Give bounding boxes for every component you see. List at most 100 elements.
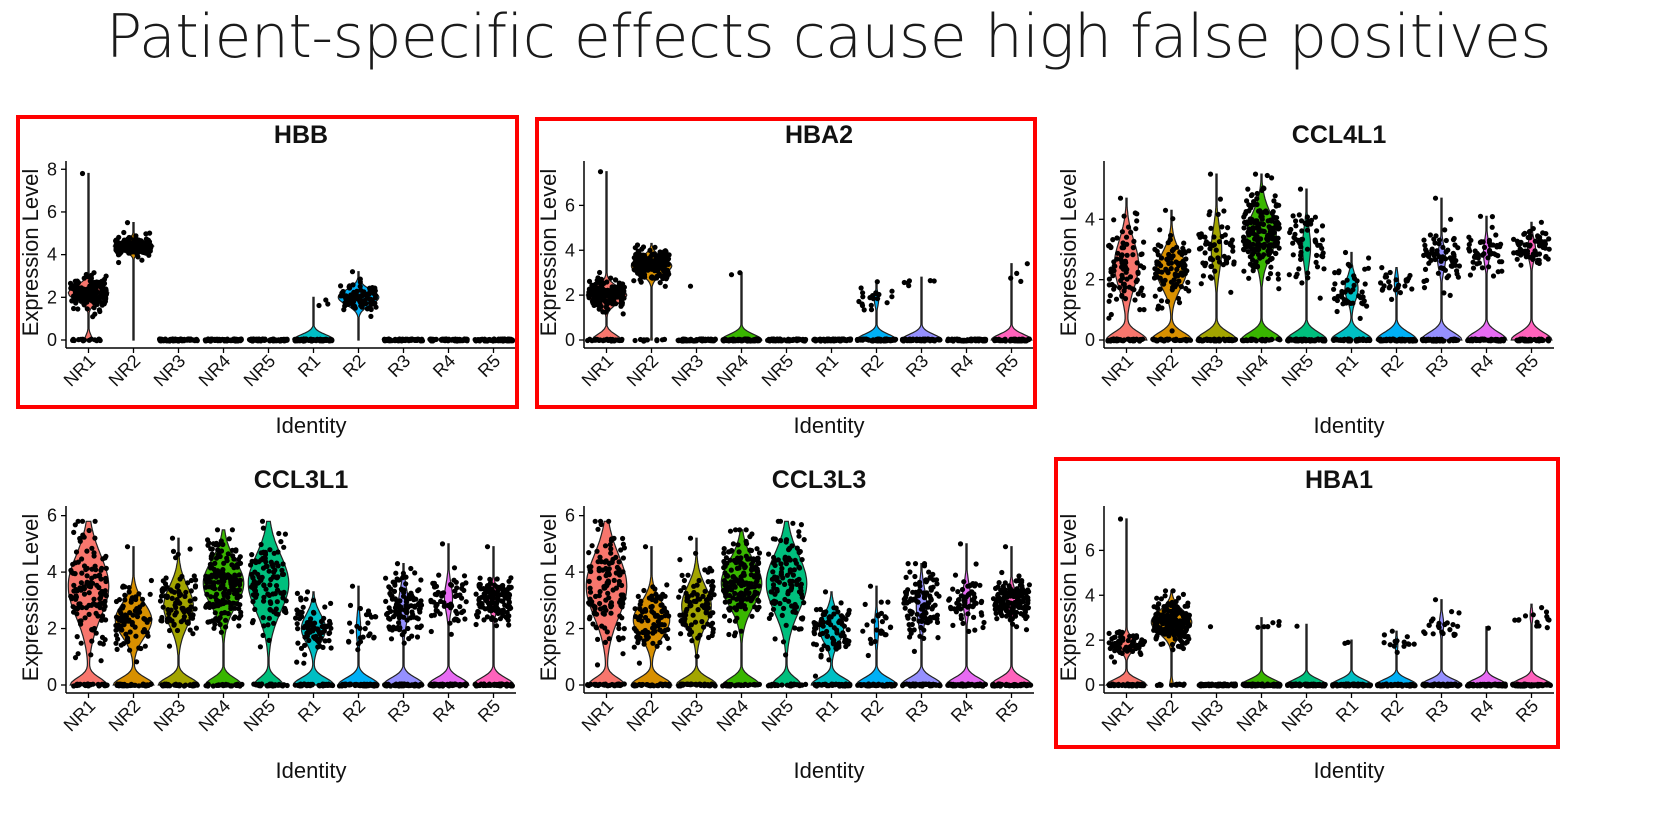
data-point	[1215, 255, 1221, 261]
y-tick-label: 0	[47, 330, 57, 350]
data-point	[1407, 272, 1413, 279]
data-point	[88, 285, 94, 291]
data-point	[1313, 239, 1319, 245]
data-point	[284, 337, 290, 343]
data-point	[313, 338, 319, 344]
data-point	[1379, 338, 1385, 344]
data-point	[1408, 337, 1414, 343]
data-point	[1402, 283, 1408, 289]
data-point	[127, 610, 133, 616]
x-axis-title: Identity	[276, 413, 347, 438]
data-point	[1174, 260, 1181, 266]
data-point	[631, 278, 637, 284]
data-point	[436, 572, 442, 578]
data-point	[271, 550, 277, 556]
data-point	[1261, 209, 1267, 215]
data-point	[649, 274, 655, 280]
data-point	[81, 302, 87, 308]
data-point	[709, 336, 715, 343]
data-point	[1172, 337, 1178, 344]
data-point	[1221, 253, 1227, 259]
data-point	[249, 552, 255, 558]
violin-shape	[112, 222, 155, 341]
data-point	[328, 625, 334, 631]
data-point	[1024, 261, 1030, 267]
data-point	[97, 572, 103, 578]
data-point	[1476, 260, 1482, 266]
data-point	[72, 522, 78, 528]
data-point	[884, 300, 890, 306]
data-point	[461, 337, 467, 343]
data-point	[205, 542, 211, 548]
data-point	[1422, 242, 1428, 248]
data-point	[102, 588, 108, 594]
data-point	[355, 296, 361, 302]
data-point	[271, 609, 277, 615]
data-point	[310, 621, 316, 627]
data-point	[587, 585, 593, 591]
data-point	[132, 624, 138, 630]
data-point	[1206, 212, 1212, 218]
panel-title: CCL3L3	[772, 466, 866, 494]
data-point	[1297, 336, 1303, 342]
data-point	[217, 621, 223, 628]
data-point	[457, 683, 463, 689]
data-point	[1124, 241, 1130, 247]
data-point	[616, 625, 622, 632]
data-point	[124, 544, 131, 550]
data-point	[88, 602, 95, 608]
data-point	[1539, 336, 1545, 342]
x-tick-label: R3	[384, 696, 414, 726]
data-point	[1320, 254, 1326, 260]
data-point	[74, 588, 80, 594]
data-point	[298, 595, 304, 601]
data-point	[395, 337, 401, 343]
data-point	[404, 617, 410, 623]
data-point	[239, 681, 245, 687]
data-point	[236, 587, 242, 593]
violin-group-r3	[381, 336, 426, 344]
data-point	[1134, 260, 1140, 266]
data-point	[1157, 286, 1163, 292]
data-point	[1527, 254, 1533, 260]
data-point	[83, 682, 89, 688]
data-point	[606, 636, 612, 642]
data-point	[1317, 295, 1323, 301]
data-point	[124, 616, 130, 622]
data-point	[842, 337, 848, 343]
data-point	[1394, 338, 1400, 344]
data-point	[1108, 266, 1114, 272]
x-axis-title: Identity	[794, 758, 865, 783]
data-point	[608, 550, 614, 556]
data-point	[1442, 227, 1448, 233]
data-point	[414, 624, 420, 630]
data-point	[1448, 337, 1454, 343]
data-point	[608, 275, 614, 281]
data-point	[252, 606, 258, 612]
data-point	[489, 615, 495, 621]
data-point	[1393, 277, 1399, 283]
data-point	[209, 551, 215, 557]
data-point	[97, 337, 103, 344]
data-point	[317, 338, 323, 344]
data-point	[654, 338, 660, 344]
data-point	[439, 681, 446, 687]
data-point	[609, 536, 615, 542]
data-point	[1356, 337, 1362, 343]
data-point	[179, 338, 185, 344]
data-point	[620, 651, 626, 657]
data-point	[1251, 219, 1257, 226]
data-point	[177, 576, 183, 582]
slide-title: Patient-specific effects cause high fals…	[106, 2, 1552, 72]
data-point	[280, 571, 287, 577]
data-point	[486, 681, 492, 687]
y-tick-label: 4	[47, 562, 57, 582]
data-point	[600, 567, 606, 573]
data-point	[315, 627, 321, 633]
data-point	[393, 570, 399, 576]
data-point	[280, 561, 286, 567]
violin-shape	[1285, 188, 1328, 341]
data-point	[118, 610, 124, 616]
data-point	[1425, 251, 1431, 257]
